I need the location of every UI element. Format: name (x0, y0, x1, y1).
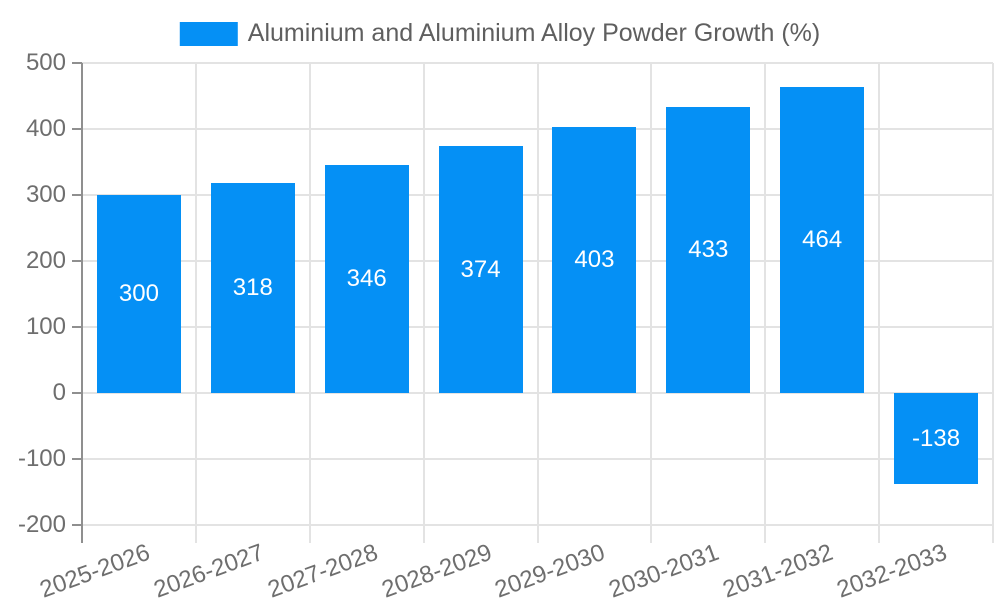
bar (96, 195, 181, 393)
bar (780, 86, 865, 393)
y-tick-label: 300 (25, 181, 66, 208)
bar-value-label: 346 (346, 264, 387, 292)
bar (438, 146, 523, 393)
y-tick (72, 128, 82, 130)
bar (210, 183, 295, 393)
y-tick-label: 500 (25, 49, 66, 76)
legend-swatch (179, 21, 238, 46)
bar (324, 164, 409, 393)
y-tick (72, 194, 82, 196)
y-tick-label: -100 (17, 445, 66, 472)
bar-value-label: 433 (688, 236, 729, 264)
x-gridline (764, 63, 767, 543)
y-tick-label: -200 (17, 511, 66, 538)
x-gridline (308, 63, 311, 543)
legend-label: Aluminium and Aluminium Alloy Powder Gro… (247, 19, 821, 47)
x-gridline (194, 63, 197, 543)
bar-value-label: 300 (118, 280, 159, 307)
bar-value-label: 403 (574, 246, 615, 273)
bar-value-label: -138 (912, 424, 961, 452)
x-gridline (878, 63, 881, 543)
bar (666, 107, 751, 393)
y-tick (72, 260, 82, 262)
y-tick-label: 0 (52, 379, 66, 406)
bar (894, 393, 979, 485)
y-tick (72, 326, 82, 328)
y-tick-label: 400 (25, 115, 66, 142)
bar (552, 127, 637, 393)
x-gridline (992, 63, 994, 543)
chart-legend: Aluminium and Aluminium Alloy Powder Gro… (179, 19, 821, 48)
y-axis-line (81, 63, 83, 543)
x-gridline (650, 63, 653, 543)
x-gridline (536, 63, 539, 543)
y-tick-label: 100 (25, 313, 66, 340)
y-tick-label: 200 (25, 247, 66, 274)
y-tick (72, 62, 82, 64)
y-tick (72, 524, 82, 526)
y-tick (72, 458, 82, 460)
y-tick (72, 392, 82, 394)
bar-value-label: 318 (232, 274, 273, 302)
bar-value-label: 374 (460, 255, 501, 283)
x-gridline (422, 63, 425, 543)
bar-value-label: 464 (802, 225, 843, 253)
